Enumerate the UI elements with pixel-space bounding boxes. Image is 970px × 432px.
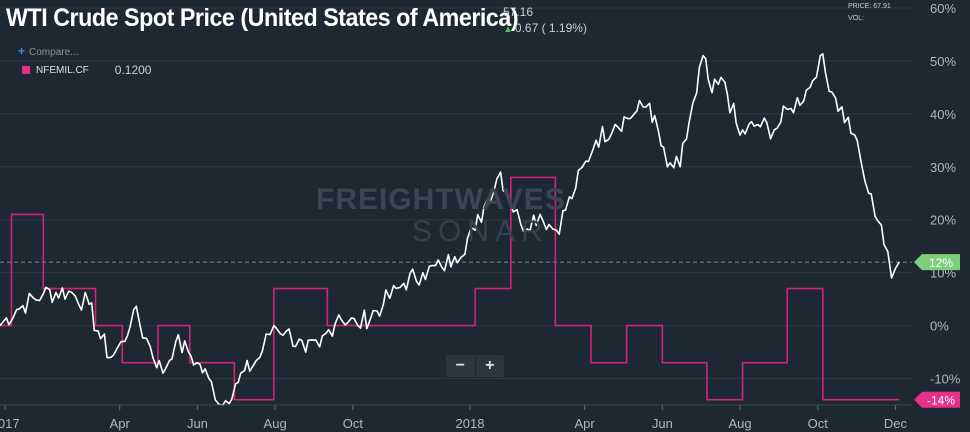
zoom-in-button[interactable]: + xyxy=(474,355,505,377)
y-tick-label: 20% xyxy=(930,213,956,228)
y-tick-label: -10% xyxy=(930,372,961,387)
y-tick-label: 60% xyxy=(930,1,956,16)
watermark-logo: FREIGHTWAVES xyxy=(316,183,566,216)
legend-swatch xyxy=(22,66,30,74)
x-axis-labels: 2017 Apr Jun Aug Oct 2018 Apr Jun Aug Oct Dec xyxy=(0,404,912,431)
x-tick-label: Dec xyxy=(884,416,908,431)
legend-nfemil[interactable]: NFEMIL.CF 0.1200 xyxy=(22,63,151,77)
x-tick-label: 2017 xyxy=(0,416,20,431)
grid-lines xyxy=(0,7,912,380)
price-readout: PRICE: 67.91 xyxy=(848,3,891,10)
y-tick-label: 50% xyxy=(930,54,956,69)
current-value-badges: 12% -14% xyxy=(914,254,960,408)
x-tick-label: Oct xyxy=(808,416,829,431)
x-tick-label: Apr xyxy=(575,416,596,431)
up-arrow-icon: ▲ xyxy=(503,24,513,35)
badge-nfemilcf: -14% xyxy=(914,391,960,408)
compare-button[interactable]: + Compare... xyxy=(18,44,78,58)
series-wti xyxy=(0,53,900,406)
x-tick-label: Oct xyxy=(343,416,364,431)
badge-wti: 12% xyxy=(914,254,960,271)
series-nfemil xyxy=(0,176,900,401)
vol-readout: VOL: xyxy=(848,15,864,22)
last-price: 57.16 xyxy=(503,5,534,19)
compare-label: Compare... xyxy=(29,47,79,58)
x-tick-label: Jun xyxy=(187,416,208,431)
x-tick-label: Apr xyxy=(110,416,131,431)
zoom-out-button[interactable]: − xyxy=(455,357,465,374)
chart-title: WTI Crude Spot Price (United States of A… xyxy=(6,4,519,32)
badge-shape xyxy=(914,254,960,271)
y-axis-labels: 60%50%40%30%20%10%0%-10% xyxy=(930,1,961,387)
zoom-controls: − + xyxy=(446,355,504,377)
price-meta: PRICE: 67.91 VOL: xyxy=(848,1,891,25)
x-tick-label: Aug xyxy=(728,416,751,431)
y-tick-label: 30% xyxy=(930,160,956,175)
y-tick-label: 40% xyxy=(930,107,956,122)
legend-series-name: NFEMIL.CF xyxy=(36,64,89,76)
watermark-sonar: SONAR xyxy=(412,215,549,248)
price-change-value: 0.67 ( 1.19%) xyxy=(514,21,587,35)
x-tick-label: Jun xyxy=(652,416,673,431)
plus-icon: + xyxy=(18,44,26,58)
badge-label: 12% xyxy=(929,256,953,270)
badge-label: -14% xyxy=(927,394,955,408)
legend-series-value: 0.1200 xyxy=(114,63,152,77)
price-change: ▲ 0.67 ( 1.19%) xyxy=(503,21,587,35)
x-tick-label: 2018 xyxy=(456,416,485,431)
y-tick-label: 0% xyxy=(930,319,949,334)
series-lines xyxy=(0,53,900,406)
x-tick-label: Aug xyxy=(264,416,287,431)
badge-shape xyxy=(914,391,960,408)
